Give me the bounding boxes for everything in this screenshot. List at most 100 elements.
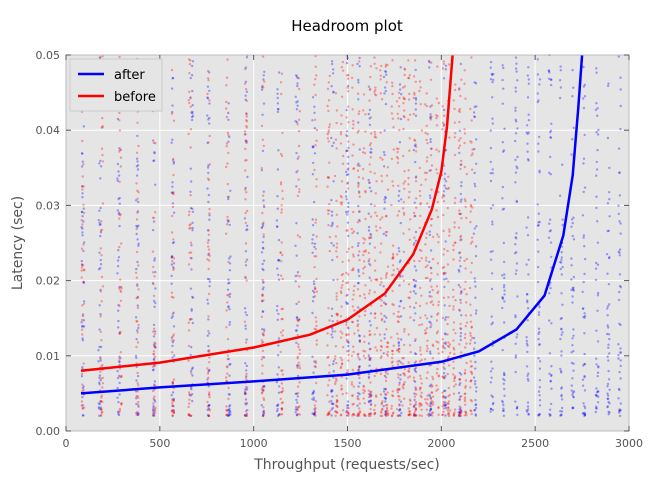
scatter-point-after-19-39 <box>400 93 403 96</box>
scatter-point-after-16-7 <box>357 270 360 273</box>
scatter-point-before-19-27 <box>358 60 361 63</box>
scatter-point-before-29-17 <box>412 379 416 382</box>
scatter-point-before-32-19 <box>430 61 433 64</box>
scatter-point-before-26-32 <box>397 210 401 213</box>
scatter-point-after-22-30 <box>444 406 448 410</box>
scatter-point-after-1-29 <box>99 288 102 292</box>
scatter-point-before-21-35 <box>369 407 372 411</box>
scatter-point-before-7-18 <box>208 349 211 352</box>
scatter-point-after-35-7 <box>607 400 610 404</box>
scatter-point-after-2-33 <box>116 386 119 390</box>
scatter-point-before-9-22 <box>245 372 248 376</box>
scatter-point-after-4-34 <box>153 159 156 162</box>
scatter-point-after-4-44 <box>151 369 155 372</box>
scatter-point-before-31-26 <box>426 276 429 280</box>
scatter-point-after-35-39 <box>607 413 610 416</box>
scatter-point-before-24-36 <box>386 412 389 415</box>
scatter-point-before-16-40 <box>340 286 343 289</box>
scatter-point-after-20-27 <box>414 114 418 118</box>
scatter-point-after-2-37 <box>117 174 121 177</box>
scatter-point-before-11-20 <box>281 189 284 193</box>
scatter-point-after-11-27 <box>277 337 281 340</box>
scatter-point-after-18-3 <box>385 73 388 76</box>
scatter-point-after-11-33 <box>278 258 281 262</box>
scatter-point-after-10-17 <box>263 385 266 388</box>
scatter-point-after-22-12 <box>442 108 446 112</box>
scatter-point-after-10-0 <box>263 70 266 74</box>
scatter-point-before-25-13 <box>392 184 395 187</box>
scatter-point-before-10-16 <box>262 398 266 402</box>
scatter-point-before-17-13 <box>347 333 350 336</box>
scatter-point-before-12-24 <box>298 352 301 355</box>
scatter-point-after-14-21 <box>330 198 333 202</box>
scatter-point-after-3-9 <box>135 174 139 177</box>
scatter-point-before-9-12 <box>245 191 248 194</box>
scatter-point-after-34-0 <box>596 309 599 312</box>
scatter-point-before-12-15 <box>296 357 299 360</box>
scatter-point-after-36-4 <box>619 409 622 412</box>
scatter-point-after-20-8 <box>414 386 417 389</box>
scatter-point-after-24-22 <box>475 162 478 165</box>
scatter-point-before-4-0 <box>151 412 155 415</box>
scatter-point-after-20-16 <box>414 284 417 287</box>
scatter-point-after-23-6 <box>458 412 461 415</box>
scatter-point-after-9-13 <box>243 392 247 395</box>
scatter-point-after-17-17 <box>368 108 372 112</box>
scatter-point-after-3-10 <box>137 412 140 415</box>
scatter-point-after-30-13 <box>548 230 551 233</box>
scatter-point-before-7-17 <box>208 361 211 364</box>
scatter-point-after-7-12 <box>207 345 210 348</box>
scatter-point-after-16-28 <box>357 242 360 245</box>
scatter-point-after-6-4 <box>191 366 194 369</box>
scatter-point-after-2-27 <box>116 272 119 275</box>
scatter-point-after-26-0 <box>502 414 506 417</box>
scatter-point-after-33-12 <box>582 315 585 319</box>
scatter-point-after-25-14 <box>491 223 494 226</box>
scatter-point-before-15-2 <box>336 411 339 414</box>
scatter-point-before-26-3 <box>396 414 400 418</box>
scatter-point-after-0-33 <box>80 325 84 328</box>
scatter-point-before-10-3 <box>262 233 265 236</box>
scatter-point-after-30-36 <box>550 374 553 378</box>
scatter-point-after-23-25 <box>459 212 462 215</box>
scatter-point-before-6-7 <box>188 224 191 227</box>
scatter-point-before-38-24 <box>464 205 467 208</box>
scatter-point-after-1-41 <box>99 406 103 409</box>
scatter-point-after-32-18 <box>571 391 575 394</box>
scatter-point-before-13-26 <box>314 328 318 331</box>
scatter-point-before-5-28 <box>171 351 174 354</box>
scatter-point-before-16-18 <box>340 388 343 391</box>
scatter-point-before-0-22 <box>81 333 84 336</box>
scatter-point-before-17-17 <box>347 413 350 416</box>
scatter-point-after-19-9 <box>397 247 400 250</box>
scatter-point-before-37-5 <box>458 377 461 381</box>
scatter-point-after-11-36 <box>277 278 281 281</box>
scatter-point-after-0-28 <box>82 325 86 328</box>
scatter-point-after-12-32 <box>296 374 300 378</box>
scatter-point-before-5-20 <box>172 399 175 403</box>
scatter-point-after-12-25 <box>295 406 298 409</box>
scatter-point-before-19-26 <box>357 412 360 415</box>
scatter-point-before-19-16 <box>357 365 361 369</box>
scatter-point-before-17-3 <box>345 149 349 152</box>
scatter-point-before-12-32 <box>297 406 300 409</box>
scatter-point-after-31-27 <box>559 317 562 321</box>
scatter-point-before-18-3 <box>350 381 354 384</box>
scatter-point-before-27-35 <box>403 187 406 190</box>
scatter-point-before-10-27 <box>261 349 265 353</box>
scatter-point-after-14-35 <box>331 330 334 333</box>
scatter-point-after-21-17 <box>429 105 432 108</box>
scatter-point-before-34-18 <box>442 407 446 410</box>
scatter-point-before-11-26 <box>279 397 282 401</box>
scatter-point-after-36-2 <box>619 88 622 91</box>
scatter-point-after-17-31 <box>367 229 371 232</box>
scatter-point-after-3-7 <box>135 356 138 360</box>
scatter-point-before-31-30 <box>425 401 428 404</box>
scatter-point-before-20-1 <box>363 413 366 416</box>
scatter-point-after-35-43 <box>606 405 609 409</box>
scatter-point-after-23-43 <box>459 408 462 411</box>
scatter-point-before-6-24 <box>187 132 190 136</box>
scatter-point-after-1-43 <box>97 381 101 384</box>
scatter-point-before-10-15 <box>261 332 264 335</box>
scatter-point-after-14-0 <box>330 390 333 393</box>
